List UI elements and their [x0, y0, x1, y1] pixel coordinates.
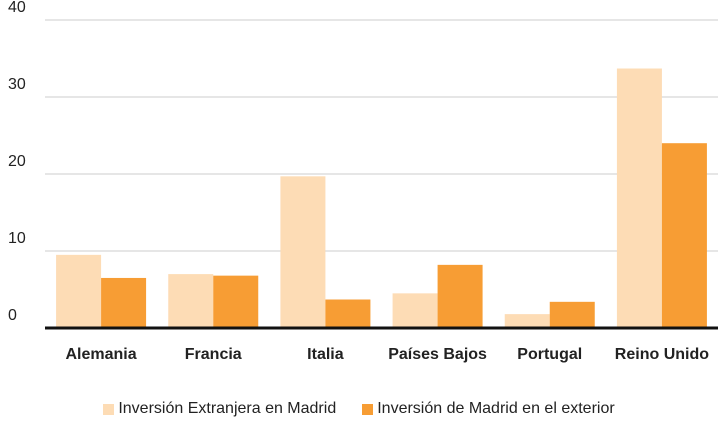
- legend-item: Inversión Extranjera en Madrid: [103, 400, 336, 418]
- y-tick-label: 20: [8, 153, 26, 170]
- legend: Inversión Extranjera en Madrid Inversión …: [0, 400, 718, 418]
- bar: [213, 275, 259, 328]
- bar: [101, 277, 147, 328]
- bar: [168, 274, 214, 328]
- bar: [504, 314, 550, 328]
- y-tick-label: 40: [8, 0, 26, 16]
- x-tick-label: Portugal: [517, 346, 583, 363]
- bar: [616, 68, 662, 328]
- legend-item: Inversión de Madrid en el exterior: [362, 400, 615, 418]
- y-tick-label: 10: [8, 230, 26, 247]
- y-tick-label: 0: [8, 307, 17, 324]
- bar: [437, 264, 483, 328]
- y-tick-label: 30: [8, 76, 26, 93]
- x-tick-label: Francia: [184, 346, 242, 363]
- x-tick-label: Países Bajos: [388, 346, 487, 363]
- bar: [392, 293, 438, 328]
- bar: [56, 254, 102, 328]
- x-tick-label: Alemania: [65, 346, 137, 363]
- x-tick-label: Reino Unido: [614, 346, 710, 363]
- bar: [280, 176, 326, 328]
- x-tick-label: Italia: [307, 346, 344, 363]
- legend-label: Inversión Extranjera en Madrid: [118, 400, 337, 417]
- bar: [661, 143, 707, 328]
- bar: [549, 301, 595, 328]
- bar: [325, 299, 371, 328]
- legend-swatch: [103, 403, 115, 415]
- legend-swatch: [362, 403, 374, 415]
- legend-label: Inversión de Madrid en el exterior: [377, 400, 615, 417]
